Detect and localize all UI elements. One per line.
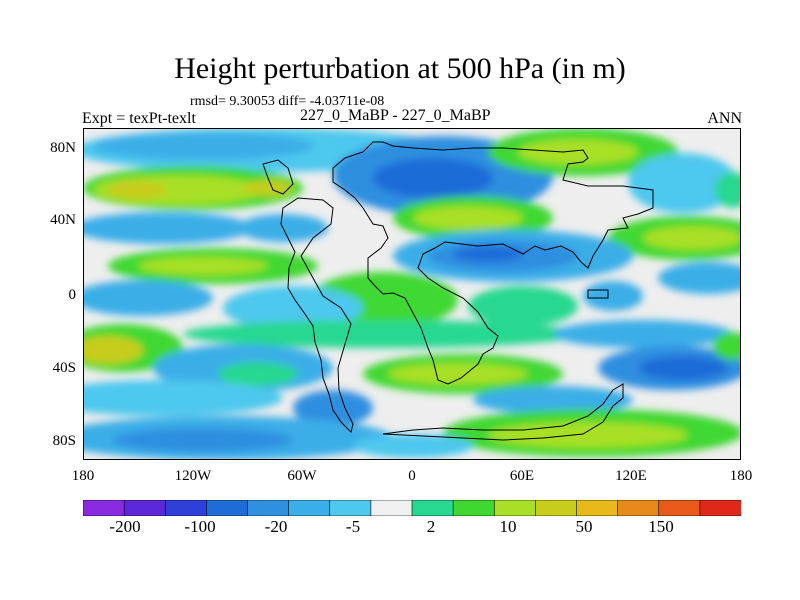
field-blob (113, 428, 293, 452)
field-blob (468, 286, 578, 326)
colorbar-label: -20 (264, 517, 288, 536)
colorbar-label: 10 (499, 517, 517, 536)
field-blob (583, 281, 643, 311)
colorbar-swatch (493, 500, 537, 516)
map-frame (83, 128, 741, 460)
field-blob (83, 380, 283, 416)
lat-tick-label: 0 (68, 287, 77, 303)
colorbar-label: 2 (426, 517, 436, 536)
colorbar-swatch (576, 500, 619, 516)
colorbar-swatch (164, 500, 208, 516)
island-outline (587, 289, 609, 299)
lat-tick-label: 80N (50, 140, 76, 156)
colorbar (83, 500, 741, 516)
field-blob (93, 132, 313, 160)
rmsd-stats: rmsd= 9.30053 diff= -4.03711e-08 (190, 94, 385, 109)
field-blob (138, 257, 268, 275)
lon-tick-label: 60E (509, 468, 535, 484)
lon-tick-label: 180 (71, 468, 95, 484)
greenland-outline (262, 159, 294, 195)
lat-tick-label: 80S (52, 433, 76, 449)
field-blob (353, 434, 473, 458)
field-blob (713, 332, 741, 360)
colorbar-label: 50 (575, 517, 593, 536)
run-comparison-label: 227_0_MaBP - 227_0_MaBP (300, 107, 491, 124)
field-blob (83, 280, 213, 316)
field-blob (518, 139, 638, 165)
field-blob (473, 386, 633, 414)
field-blob (643, 226, 741, 250)
lon-tick-label: 120E (615, 468, 647, 484)
eurasia-outline (332, 141, 654, 385)
field-blob (373, 158, 493, 198)
field-blob (223, 286, 363, 330)
chart-title: Height perturbation at 500 hPa (in m) (174, 52, 626, 85)
experiment-label: Expt = texPt-texlt (82, 110, 196, 127)
field-blob (183, 320, 583, 348)
colorbar-label: -5 (345, 517, 361, 536)
field-blob (638, 356, 728, 380)
colorbar-swatch (699, 500, 741, 516)
lon-tick-label: 60W (287, 468, 317, 484)
colorbar-swatch (535, 500, 578, 516)
colorbar-swatch (288, 500, 331, 516)
colorbar-swatch (123, 500, 167, 516)
colorbar-swatch (452, 500, 496, 516)
colorbar-swatch (658, 500, 701, 516)
lat-tick-label: 40N (50, 212, 76, 228)
colorbar-swatch (247, 500, 290, 516)
lat-tick-label: 40S (52, 360, 76, 376)
colorbar-swatch (329, 500, 372, 516)
colorbar-swatch (206, 500, 249, 516)
continent-outlines (262, 141, 654, 441)
field-blob (218, 362, 298, 386)
field-blob (488, 422, 688, 448)
field-blob (715, 172, 741, 208)
field-blob (243, 180, 293, 196)
field-blob (83, 336, 143, 364)
colorbar-label: -200 (109, 517, 141, 536)
field-blob (83, 212, 253, 244)
lon-tick-label: 0 (408, 468, 416, 484)
colorbar-swatch (83, 500, 125, 516)
height-perturbation-map (83, 128, 741, 460)
field-blob (413, 206, 523, 230)
field-blob (453, 246, 523, 262)
colorbar-label: 150 (648, 517, 674, 536)
field-blob (658, 262, 741, 294)
lon-tick-label: 120W (174, 468, 212, 484)
colorbar-swatch (617, 500, 660, 516)
colorbar-swatch (411, 500, 454, 516)
antarctic-outline (382, 383, 624, 441)
period-label: ANN (707, 110, 742, 127)
field-blob (108, 181, 168, 199)
field-blob (628, 153, 738, 213)
colorbar-swatch (370, 500, 413, 516)
field-blob (553, 320, 733, 348)
lon-tick-label: 180 (729, 468, 753, 484)
field-blob (388, 363, 528, 385)
north-america-outline (280, 197, 354, 433)
colorbar-label: -100 (184, 517, 216, 536)
